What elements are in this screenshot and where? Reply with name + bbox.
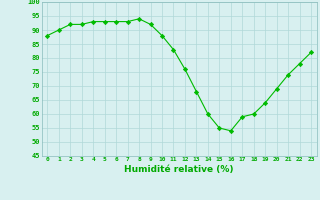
X-axis label: Humidité relative (%): Humidité relative (%) — [124, 165, 234, 174]
